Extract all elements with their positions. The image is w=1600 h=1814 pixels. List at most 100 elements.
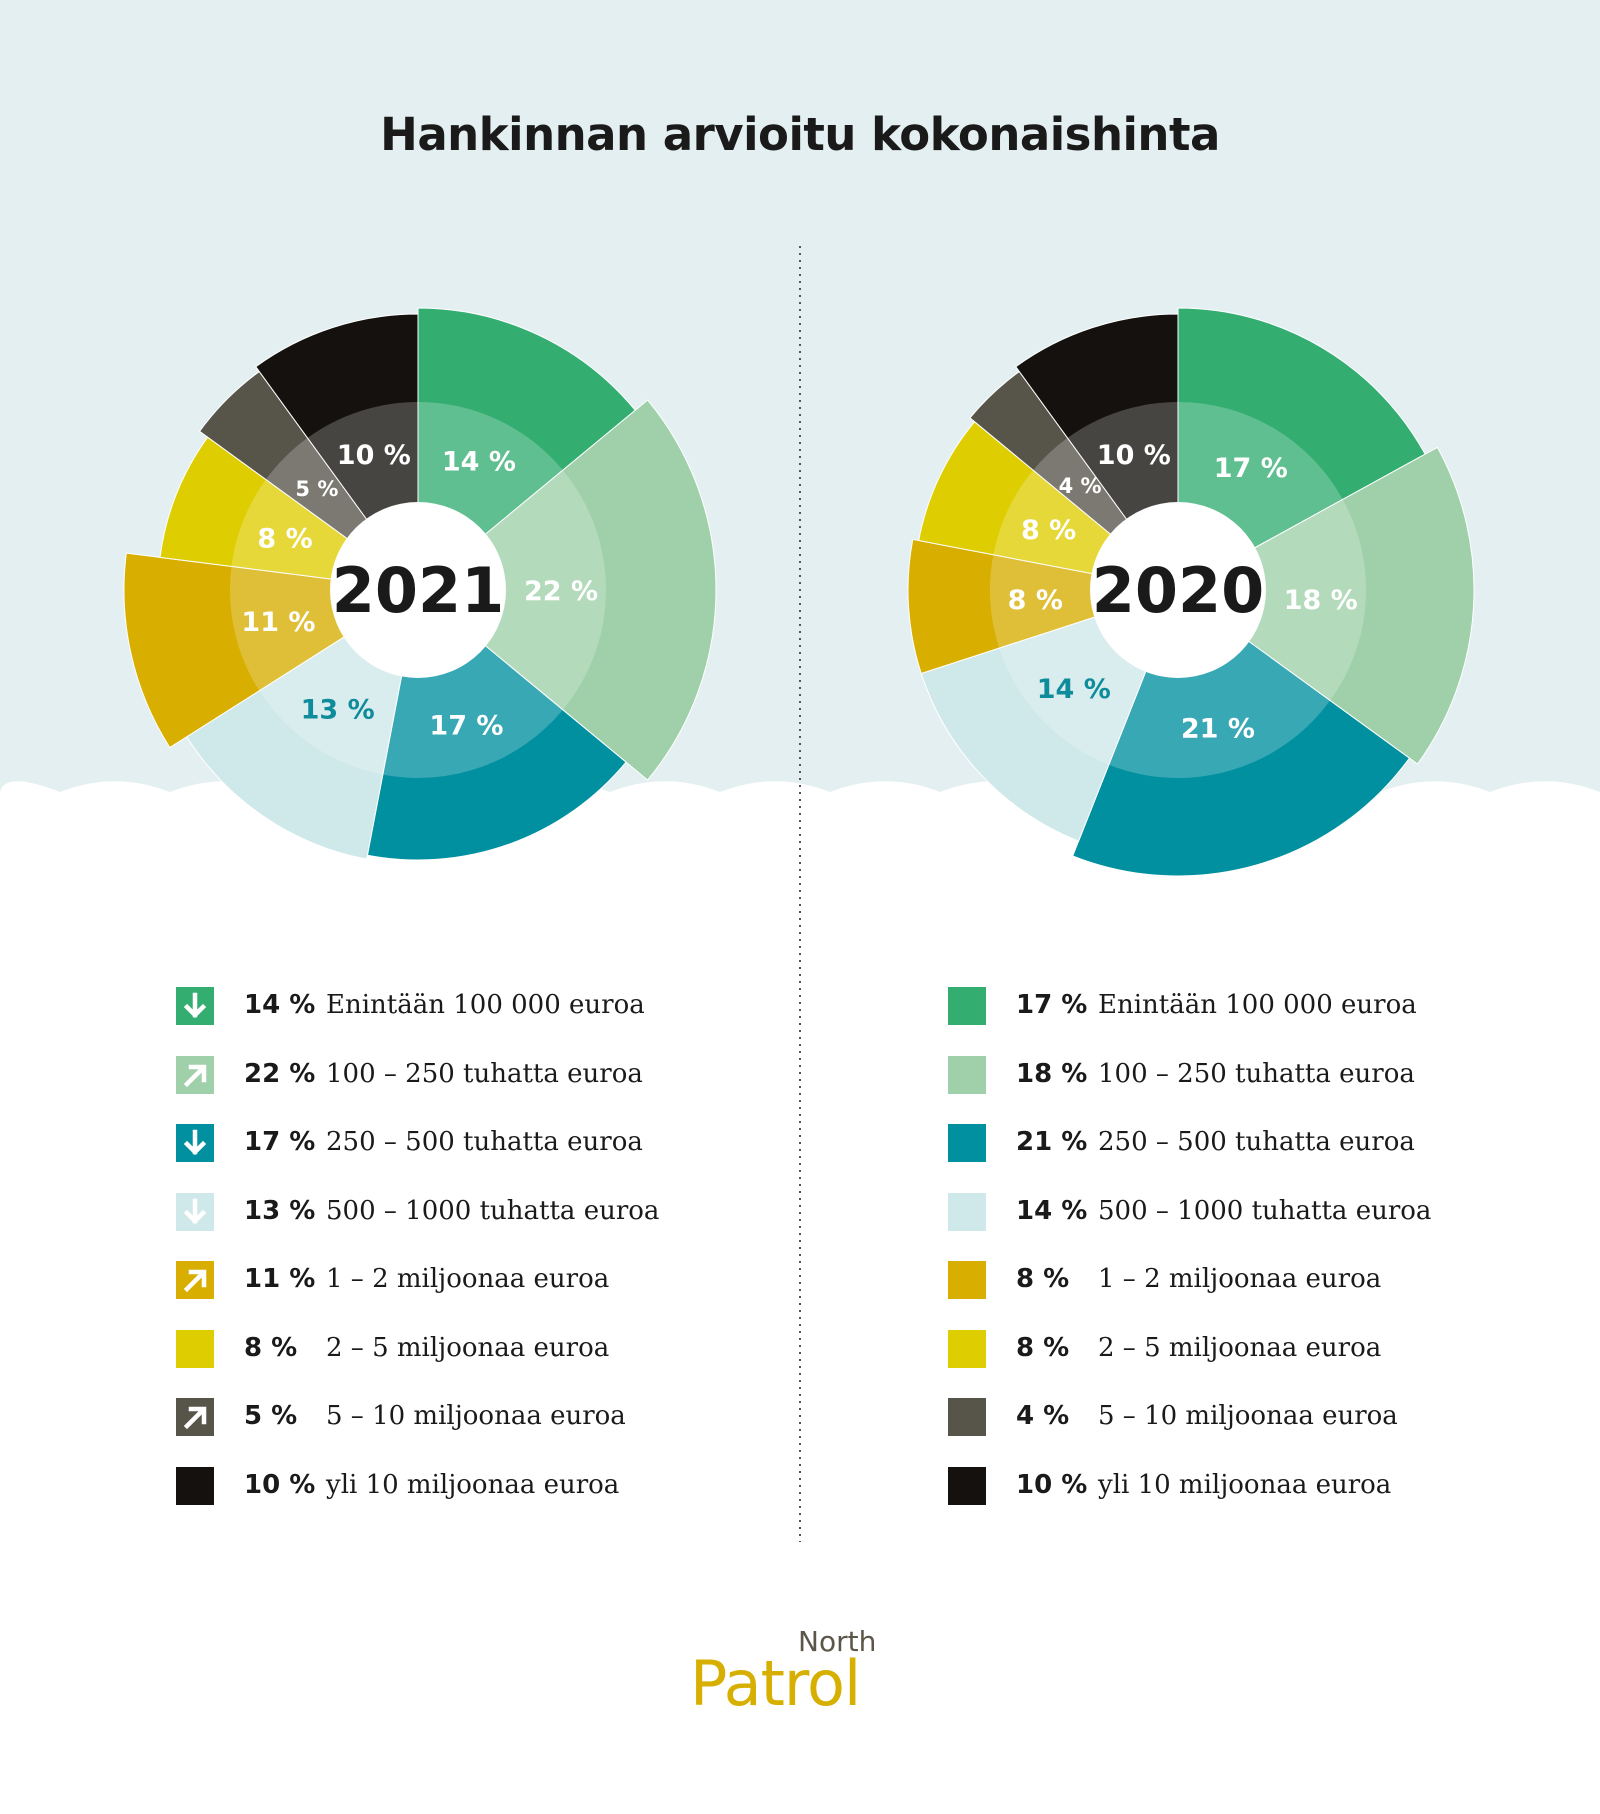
- segment-label-500-1000-tuhatta-euroa: 13 %: [301, 694, 375, 725]
- legend-percentage: 17 %: [1016, 990, 1088, 1020]
- north-patrol-logo: North Patrol: [690, 1625, 910, 1720]
- segment-label-250-500-tuhatta-euroa: 17 %: [429, 711, 503, 742]
- center-hole: [330, 502, 506, 678]
- legend-item-1-2-miljoonaa-euroa: 8 % 1 – 2 miljoonaa euroa: [948, 1259, 1508, 1328]
- legend-label: 1 – 2 miljoonaa euroa: [326, 1264, 610, 1294]
- legend-swatch: [176, 987, 214, 1025]
- legend-item-enintaan-100-000-euroa: 17 % Enintään 100 000 euroa: [948, 985, 1508, 1054]
- legend-item-5-10-miljoonaa-euroa: 4 % 5 – 10 miljoonaa euroa: [948, 1396, 1508, 1465]
- legend-swatch: [948, 1055, 986, 1094]
- legend-label: 1 – 2 miljoonaa euroa: [1098, 1264, 1382, 1294]
- segment-labels: 17 % 18 % 21 % 14 % 8 % 8 % 4 % 10 %: [1008, 440, 1358, 744]
- legend-label: 250 – 500 tuhatta euroa: [1098, 1127, 1415, 1157]
- donut-chart-2021: 2021 14 % 22 % 17 % 13 % 11 % 8 % 5 % 10 %: [68, 240, 768, 940]
- legend-item-100-250-tuhatta-euroa: 22 % 100 – 250 tuhatta euroa: [176, 1054, 736, 1123]
- segment-labels: 14 % 22 % 17 % 13 % 11 % 8 % 5 % 10 %: [241, 440, 598, 742]
- legend-item-500-1000-tuhatta-euroa: 13 % 500 – 1000 tuhatta euroa: [176, 1191, 736, 1260]
- legend-percentage: 4 %: [1016, 1401, 1070, 1431]
- center-year-label: 2021: [332, 554, 505, 627]
- legend-percentage: 22 %: [244, 1058, 316, 1089]
- legend-item-2-5-miljoonaa-euroa: 8 % 2 – 5 miljoonaa euroa: [176, 1328, 736, 1397]
- arrow-up-right-icon: [183, 1269, 207, 1293]
- arrow-up-right-icon: [183, 1406, 207, 1430]
- segment-label-100-250-tuhatta-euroa: 22 %: [524, 576, 598, 607]
- legend-percentage: 17 %: [244, 1127, 316, 1157]
- legend-item-1-2-miljoonaa-euroa: 11 % 1 – 2 miljoonaa euroa: [176, 1259, 736, 1328]
- outer-segment-1-2-miljoonaa-euroa: [907, 538, 1179, 675]
- arrow-down-icon: [183, 1129, 207, 1156]
- arrow-down-icon: [183, 992, 207, 1019]
- legend-percentage: 8 %: [1016, 1264, 1070, 1294]
- legend-percentage: 8 %: [244, 1332, 298, 1363]
- segment-label-1-2-miljoonaa-euroa: 8 %: [1008, 585, 1063, 616]
- center-year-label: 2020: [1092, 554, 1265, 627]
- outer-segment-100-250-tuhatta-euroa: [1177, 446, 1475, 765]
- legend-swatch: [176, 1192, 214, 1231]
- legend-item-yli-10-miljoonaa-euroa: 10 % yli 10 miljoonaa euroa: [176, 1465, 736, 1534]
- legend-label: 5 – 10 miljoonaa euroa: [1098, 1401, 1398, 1431]
- legend-percentage: 21 %: [1016, 1127, 1088, 1157]
- legend-item-500-1000-tuhatta-euroa: 14 % 500 – 1000 tuhatta euroa: [948, 1191, 1508, 1260]
- legend-label: 100 – 250 tuhatta euroa: [326, 1058, 643, 1089]
- legend-percentage: 18 %: [1016, 1058, 1088, 1089]
- legend-swatch: [176, 1055, 214, 1094]
- legend-swatch: [176, 1398, 214, 1436]
- legend-swatch: [948, 1398, 986, 1436]
- segment-label-100-250-tuhatta-euroa: 18 %: [1284, 585, 1358, 616]
- legend-percentage: 11 %: [244, 1264, 316, 1294]
- legend-label: 2 – 5 miljoonaa euroa: [326, 1332, 610, 1363]
- inner-segment-100-250-tuhatta-euroa: [1178, 499, 1366, 701]
- legend-percentage: 5 %: [244, 1401, 298, 1431]
- donut-chart-svg-2021: 2021 14 % 22 % 17 % 13 % 11 % 8 % 5 % 10 %: [123, 307, 717, 861]
- legend-item-yli-10-miljoonaa-euroa: 10 % yli 10 miljoonaa euroa: [948, 1465, 1508, 1534]
- legend-swatch: [948, 987, 986, 1025]
- segment-label-2-5-miljoonaa-euroa: 8 %: [257, 523, 312, 554]
- legend-item-250-500-tuhatta-euroa: 21 % 250 – 500 tuhatta euroa: [948, 1122, 1508, 1191]
- segment-label-yli-10-miljoonaa-euroa: 10 %: [337, 440, 411, 471]
- legend-item-100-250-tuhatta-euroa: 18 % 100 – 250 tuhatta euroa: [948, 1054, 1508, 1123]
- legend-percentage: 10 %: [244, 1469, 316, 1500]
- outer-segment-100-250-tuhatta-euroa: [417, 399, 717, 781]
- segment-label-enintaan-100-000-euroa: 14 %: [442, 447, 516, 478]
- arrow-down-icon: [183, 1198, 207, 1224]
- segment-label-1-2-miljoonaa-euroa: 11 %: [241, 607, 315, 638]
- outer-segment-500-1000-tuhatta-euroa: [185, 588, 419, 860]
- legend-swatch: [176, 1466, 214, 1505]
- logo-text-patrol: Patrol: [690, 1647, 861, 1720]
- legend-label: 250 – 500 tuhatta euroa: [326, 1127, 643, 1157]
- legend-label: 500 – 1000 tuhatta euroa: [326, 1195, 660, 1226]
- segment-label-yli-10-miljoonaa-euroa: 10 %: [1097, 440, 1171, 471]
- legend-item-250-500-tuhatta-euroa: 17 % 250 – 500 tuhatta euroa: [176, 1122, 736, 1191]
- segment-label-enintaan-100-000-euroa: 17 %: [1214, 453, 1288, 484]
- legend-label: Enintään 100 000 euroa: [1098, 990, 1417, 1020]
- legend-label: 5 – 10 miljoonaa euroa: [326, 1401, 626, 1431]
- legend-label: 100 – 250 tuhatta euroa: [1098, 1058, 1415, 1089]
- legend-swatch: [948, 1261, 986, 1299]
- center-hole: [1090, 502, 1266, 678]
- arrow-up-right-icon: [183, 1064, 207, 1087]
- outer-segment-enintaan-100-000-euroa: [417, 307, 636, 592]
- segment-label-500-1000-tuhatta-euroa: 14 %: [1037, 674, 1111, 705]
- inner-segment-1-2-miljoonaa-euroa: [990, 554, 1178, 649]
- legend-percentage: 10 %: [1016, 1469, 1088, 1500]
- outer-segment-enintaan-100-000-euroa: [1177, 307, 1426, 591]
- legend-swatch: [176, 1124, 214, 1162]
- legend-label: yli 10 miljoonaa euroa: [1098, 1469, 1392, 1500]
- legend-item-2-5-miljoonaa-euroa: 8 % 2 – 5 miljoonaa euroa: [948, 1328, 1508, 1397]
- legend-percentage: 13 %: [244, 1195, 316, 1226]
- legend-swatch: [176, 1329, 214, 1368]
- legend-label: yli 10 miljoonaa euroa: [326, 1469, 620, 1500]
- legend-percentage: 14 %: [244, 990, 316, 1020]
- legend-label: 2 – 5 miljoonaa euroa: [1098, 1332, 1382, 1363]
- segment-label-5-10-miljoonaa-euroa: 4 %: [1059, 474, 1102, 498]
- segment-label-5-10-miljoonaa-euroa: 5 %: [295, 477, 338, 501]
- legend-percentage: 14 %: [1016, 1195, 1088, 1226]
- donut-chart-svg-2020: 2020 17 % 18 % 21 % 14 % 8 % 8 % 4 % 10 %: [907, 307, 1475, 877]
- legend-swatch: [948, 1124, 986, 1162]
- legend-item-5-10-miljoonaa-euroa: 5 % 5 – 10 miljoonaa euroa: [176, 1396, 736, 1465]
- legend-swatch: [948, 1466, 986, 1505]
- legend-percentage: 8 %: [1016, 1332, 1070, 1363]
- legend-label: 500 – 1000 tuhatta euroa: [1098, 1195, 1432, 1226]
- legend-swatch: [948, 1192, 986, 1231]
- legend-swatch: [176, 1261, 214, 1299]
